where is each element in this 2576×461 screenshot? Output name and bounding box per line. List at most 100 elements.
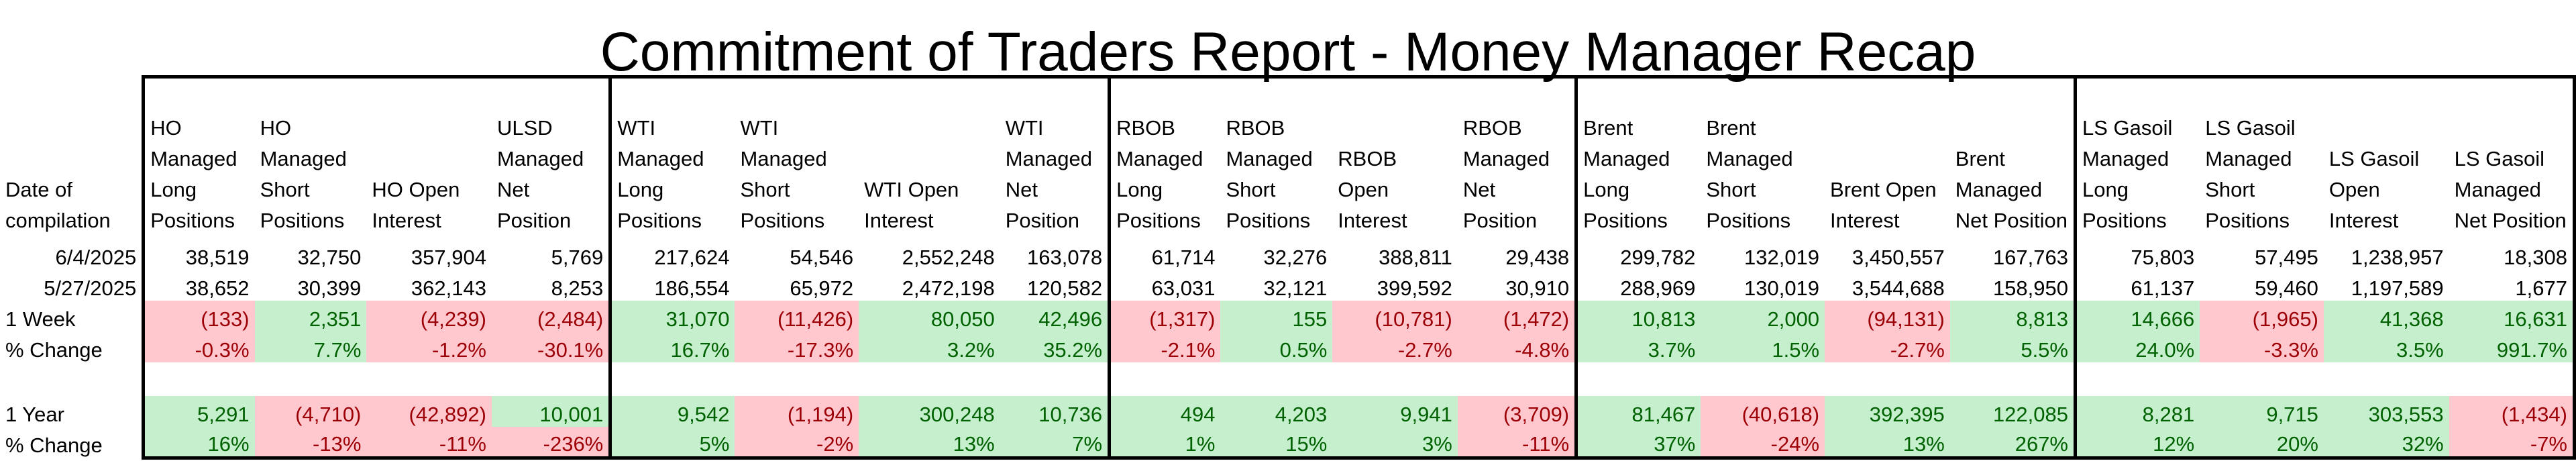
spacer-cell bbox=[735, 362, 859, 396]
table-cell: 16,631 bbox=[2449, 301, 2576, 331]
table-cell: 357,904 bbox=[411, 246, 486, 269]
table-cell: 12% bbox=[2074, 427, 2200, 460]
table-cell: 38,519 bbox=[142, 239, 255, 270]
table-cell: -11% bbox=[1457, 427, 1576, 460]
row-label: 6/4/2025 bbox=[55, 246, 137, 269]
table-cell: 3.5% bbox=[2323, 331, 2449, 362]
table-cell: 991.7% bbox=[2449, 331, 2576, 362]
table-cell: 13% bbox=[1825, 427, 1950, 460]
table-row: % Change 16% -13% -11% -236% 5% -2% 13% 7% 1% 15% 3… bbox=[0, 427, 2576, 460]
table-cell: 4,203 bbox=[1220, 396, 1333, 427]
row-label: 1 Week bbox=[5, 307, 76, 331]
spacer-cell bbox=[1000, 362, 1110, 396]
table-cell: -1.2% bbox=[366, 331, 492, 362]
table-cell: 63,031 bbox=[1108, 270, 1221, 301]
table-cell: 122,085 bbox=[1949, 396, 2076, 427]
table-cell: 0.5% bbox=[1220, 331, 1333, 362]
table-cell: 59,460 bbox=[2255, 276, 2318, 300]
spacer-cell bbox=[2200, 362, 2324, 396]
spacer-cell bbox=[366, 362, 492, 396]
table-cell: 7% bbox=[1000, 427, 1110, 460]
table-cell: -11% bbox=[366, 427, 492, 460]
table-cell: 2,000 bbox=[1701, 301, 1825, 331]
table-cell: 5,291 bbox=[142, 396, 255, 427]
table-cell: 10,001 bbox=[491, 396, 610, 427]
table-cell: 30,910 bbox=[1505, 276, 1570, 300]
spacer-cell bbox=[1950, 362, 2076, 396]
table-cell: 8,813 bbox=[1949, 301, 2076, 331]
table-row: 5/27/2025 38,652 30,399 362,143 8,253 186,554… bbox=[0, 270, 2576, 301]
table-cell: 167,763 bbox=[1992, 246, 2068, 269]
table-cell: -17.3% bbox=[735, 331, 859, 362]
table-cell: -7% bbox=[2449, 427, 2576, 460]
table-cell: 8,281 bbox=[2074, 396, 2200, 427]
table-cell: 14,666 bbox=[2074, 301, 2200, 331]
column-header: WTI Open Interest bbox=[859, 75, 1000, 239]
spacer-cell bbox=[1458, 362, 1576, 396]
spacer-row bbox=[0, 362, 2576, 396]
table-cell: 392,395 bbox=[1825, 396, 1950, 427]
table-row: 6/4/2025 38,519 32,750 357,904 5,769 217,624 5… bbox=[0, 239, 2576, 270]
column-header: RBOB Open Interest bbox=[1332, 75, 1458, 239]
column-header: LS Gasoil Open Interest bbox=[2323, 75, 2449, 239]
column-header: Brent Managed Long Positions bbox=[1574, 75, 1701, 239]
table-cell: (40,618) bbox=[1701, 396, 1825, 427]
table-cell: 57,495 bbox=[2255, 246, 2318, 269]
table-cell: 300,248 bbox=[859, 396, 1000, 427]
spacer-cell bbox=[255, 362, 367, 396]
table-cell: 3,450,557 bbox=[1851, 246, 1945, 269]
table-cell: 75,803 bbox=[2074, 239, 2200, 270]
table-cell: (3,709) bbox=[1457, 396, 1576, 427]
table-cell: (11,426) bbox=[735, 301, 859, 331]
spacer-cell bbox=[859, 362, 1000, 396]
table-cell: -2.7% bbox=[1332, 331, 1458, 362]
table-cell: (1,965) bbox=[2200, 301, 2324, 331]
table-cell: 267% bbox=[1949, 427, 2076, 460]
spacer-cell bbox=[1574, 362, 1701, 396]
table-cell: 61,714 bbox=[1108, 239, 1221, 270]
table-cell: 1.5% bbox=[1701, 331, 1825, 362]
table-cell: 155 bbox=[1220, 301, 1333, 331]
table-cell: 3% bbox=[1332, 427, 1458, 460]
table-cell: 3.7% bbox=[1574, 331, 1701, 362]
spacer-cell bbox=[492, 362, 610, 396]
table-cell: 9,941 bbox=[1332, 396, 1458, 427]
table-cell: 158,950 bbox=[1992, 276, 2068, 300]
table-cell: 18,308 bbox=[2449, 239, 2576, 270]
table-cell: -2.1% bbox=[1108, 331, 1221, 362]
column-header: HO Managed Long Positions bbox=[142, 75, 255, 239]
table-cell: 20% bbox=[2200, 427, 2324, 460]
table-cell: -2% bbox=[735, 427, 859, 460]
table-cell: 8,253 bbox=[551, 276, 604, 300]
column-header: RBOB Managed Long Positions bbox=[1108, 75, 1221, 239]
row-label: % Change bbox=[5, 338, 103, 362]
spacer-cell bbox=[608, 362, 735, 396]
table-cell: 2,472,198 bbox=[902, 276, 995, 300]
table-cell: 41,368 bbox=[2323, 301, 2449, 331]
table-cell: 1,197,589 bbox=[2351, 276, 2444, 300]
cot-table: Date of compilation HO Managed Long Posit… bbox=[0, 75, 2576, 460]
table-cell: 130,019 bbox=[1743, 276, 1820, 300]
table-cell: 13% bbox=[859, 427, 1000, 460]
table-cell: (133) bbox=[142, 301, 255, 331]
header-row: Date of compilation HO Managed Long Posit… bbox=[0, 75, 2576, 239]
table-cell: 7.7% bbox=[254, 331, 367, 362]
table-cell: 303,553 bbox=[2323, 396, 2449, 427]
table-cell: -0.3% bbox=[142, 331, 255, 362]
table-cell: 2,552,248 bbox=[902, 246, 995, 269]
table-cell: 10,736 bbox=[1000, 396, 1110, 427]
spacer-cell bbox=[2074, 362, 2200, 396]
table-cell: 5,769 bbox=[551, 246, 604, 269]
spacer-cell bbox=[1701, 362, 1825, 396]
table-cell: 54,546 bbox=[790, 246, 854, 269]
table-cell: 494 bbox=[1108, 396, 1221, 427]
column-header: WTI Managed Short Positions bbox=[735, 75, 859, 239]
table-cell: -24% bbox=[1701, 427, 1825, 460]
spacer-cell bbox=[1220, 362, 1332, 396]
spacer-cell bbox=[142, 362, 255, 396]
table-cell: 61,137 bbox=[2074, 270, 2200, 301]
table-cell: 29,438 bbox=[1505, 246, 1570, 269]
column-header: WTI Managed Long Positions bbox=[608, 75, 735, 239]
column-header: LS Gasoil Managed Long Positions bbox=[2074, 75, 2200, 239]
table-row: 1 Year 5,291 (4,710) (42,892) 10,001 9,542 (1,… bbox=[0, 396, 2576, 427]
